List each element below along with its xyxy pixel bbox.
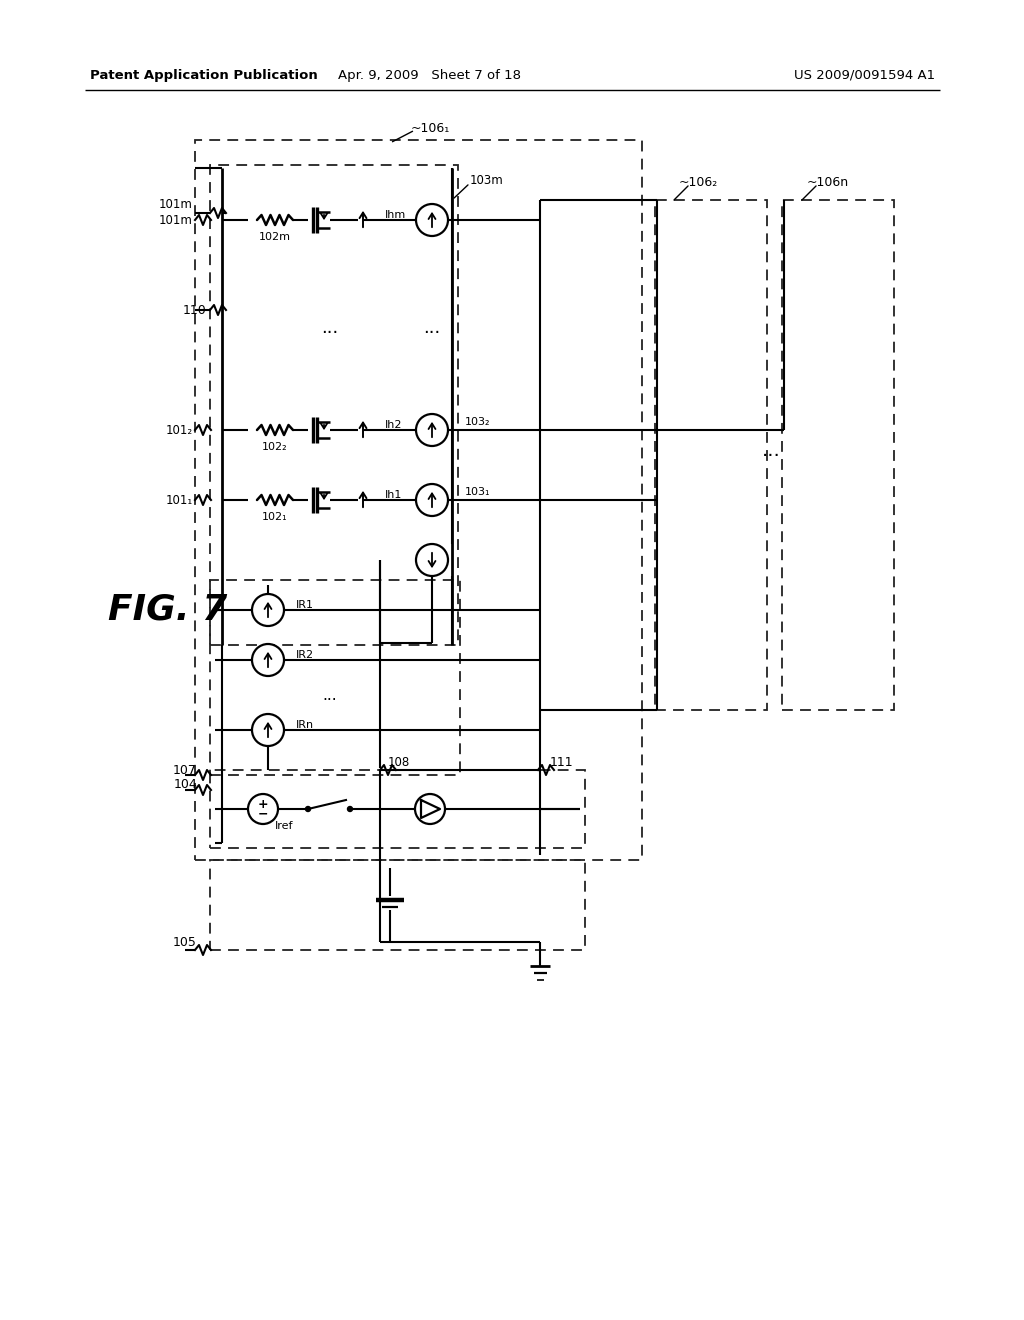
Text: IRn: IRn [296,719,314,730]
Text: 101₁: 101₁ [166,494,193,507]
Bar [655,201,767,710]
Circle shape [252,644,284,676]
Text: 104: 104 [173,779,197,792]
Text: ~106₁: ~106₁ [411,121,450,135]
Text: ...: ... [322,319,339,337]
Circle shape [415,795,445,824]
Text: ...: ... [423,319,440,337]
Text: ...: ... [762,441,780,459]
Circle shape [305,807,310,812]
Text: US 2009/0091594 A1: US 2009/0091594 A1 [794,69,935,82]
Text: 108: 108 [388,755,411,768]
Text: 102m: 102m [259,232,291,242]
Bar [782,201,894,710]
Text: Iref: Iref [275,821,294,832]
Text: 102₁: 102₁ [262,512,288,521]
Bar [210,165,458,645]
Text: 101m: 101m [159,214,193,227]
Text: 101₂: 101₂ [166,424,193,437]
Bar [210,861,585,950]
Text: 101m: 101m [159,198,193,211]
Bar [210,579,460,775]
Text: 103₂: 103₂ [465,417,490,426]
Text: 105: 105 [173,936,197,949]
Text: FIG. 7: FIG. 7 [108,593,227,627]
Bar [195,140,642,861]
Text: IR1: IR1 [296,601,314,610]
Circle shape [252,594,284,626]
Circle shape [416,414,449,446]
Text: 103m: 103m [470,173,504,186]
Text: 103₁: 103₁ [465,487,490,498]
Text: ...: ... [323,688,337,702]
Circle shape [416,484,449,516]
Text: 110: 110 [182,304,206,317]
Text: 102₂: 102₂ [262,442,288,451]
Text: 111: 111 [550,756,573,770]
Text: Apr. 9, 2009   Sheet 7 of 18: Apr. 9, 2009 Sheet 7 of 18 [339,69,521,82]
Bar [210,770,585,847]
Text: Ihm: Ihm [385,210,407,220]
Text: IR2: IR2 [296,649,314,660]
Text: ~106n: ~106n [807,176,849,189]
Text: Ih2: Ih2 [385,420,402,430]
Circle shape [252,714,284,746]
Circle shape [248,795,278,824]
Text: +: + [258,797,268,810]
Text: ~106₂: ~106₂ [678,176,718,189]
Text: −: − [258,808,268,821]
Circle shape [416,544,449,576]
Circle shape [416,205,449,236]
Text: Ih1: Ih1 [385,490,402,500]
Text: 107: 107 [173,763,197,776]
Circle shape [347,807,352,812]
Text: Patent Application Publication: Patent Application Publication [90,69,317,82]
